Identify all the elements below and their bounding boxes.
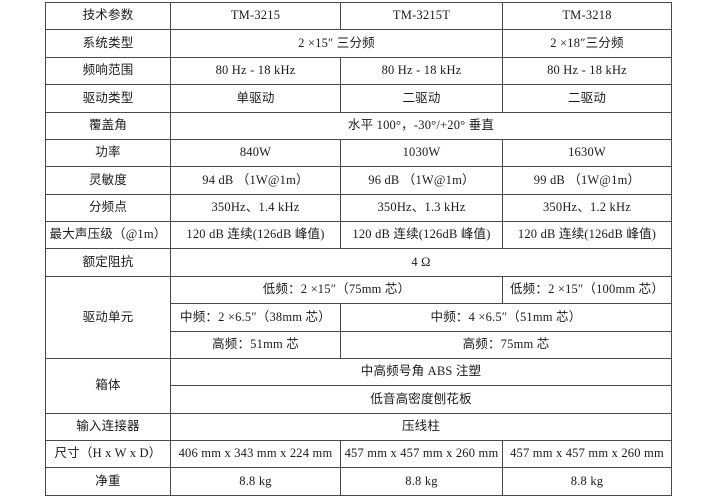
dimensions-tm3218: 457 mm x 457 mm x 260 mm (502, 439, 672, 469)
coverage-angle-value: 水平 100°，-30°/+20° 垂直 (170, 111, 672, 140)
dimensions-tm3215: 406 mm x 343 mm x 224 mm (170, 439, 341, 469)
max-spl-tm3215: 120 dB 连续(126dB 峰值) (170, 220, 341, 250)
sensitivity-tm3215: 94 dB （1W@1m） (170, 166, 341, 195)
table-row-driver-high: 高频：51mm 芯 高频：75mm 芯 (46, 330, 672, 359)
driver-mid-right: 中频：4 ×6.5″（51mm 芯） (340, 303, 672, 332)
freq-tm3218: 80 Hz - 18 kHz (502, 56, 672, 86)
max-spl-tm3218: 120 dB 连续(126dB 峰值) (502, 220, 672, 250)
table-row-header: 技术参数 TM-3215 TM-3215T TM-3218 (45, 1, 672, 31)
driver-mid-left: 中频：2 ×6.5″（38mm 芯） (170, 303, 341, 332)
cabinet-material-box: 低音高密度刨花板 (170, 385, 672, 414)
row-label-parameter: 技术参数 (45, 1, 171, 31)
table-row-input-connector: 输入连接器 压线柱 (45, 412, 672, 442)
row-label-cabinet: 箱体 (45, 357, 171, 414)
driver-high-left: 高频：51mm 芯 (170, 330, 341, 359)
crossover-tm3218: 350Hz、1.2 kHz (502, 193, 672, 223)
drive-tm3215t: 二驱动 (340, 84, 503, 113)
freq-tm3215: 80 Hz - 18 kHz (170, 56, 341, 86)
spec-sheet: 技术参数 TM-3215 TM-3215T TM-3218 系统类型 2 ×15… (45, 1, 672, 496)
table-row-power: 功率 840W 1030W 1630W (45, 138, 672, 168)
table-row-dimensions: 尺寸（H x W x D） 406 mm x 343 mm x 224 mm 4… (45, 439, 672, 469)
table-row-crossover: 分频点 350Hz、1.4 kHz 350Hz、1.3 kHz 350Hz、1.… (45, 193, 672, 223)
row-label-coverage-angle: 覆盖角 (45, 111, 171, 140)
row-label-max-spl: 最大声压级（@1m） (45, 220, 171, 250)
system-type-right: 2 ×18″三分频 (502, 29, 672, 58)
row-label-sensitivity: 灵敏度 (45, 166, 171, 195)
row-label-system-type: 系统类型 (45, 29, 171, 58)
table-row-system-type: 系统类型 2 ×15″ 三分频 2 ×18″三分频 (45, 29, 672, 58)
power-tm3215: 840W (170, 138, 341, 168)
freq-tm3215t: 80 Hz - 18 kHz (340, 56, 503, 86)
model-tm3218: TM-3218 (502, 1, 672, 31)
table-row-drive-type: 驱动类型 单驱动 二驱动 二驱动 (45, 84, 672, 113)
power-tm3218: 1630W (502, 138, 672, 168)
table-row-cabinet-line1: 箱体 中高频号角 ABS 注塑 (45, 357, 672, 414)
table-row-coverage-angle: 覆盖角 水平 100°，-30°/+20° 垂直 (45, 111, 672, 140)
weight-tm3215: 8.8 kg (170, 467, 341, 496)
row-label-impedance: 额定阻抗 (45, 248, 171, 277)
driver-high-right: 高频：75mm 芯 (340, 330, 672, 359)
weight-tm3218: 8.8 kg (502, 467, 672, 496)
input-connector-value: 压线柱 (170, 412, 672, 442)
table-row-frequency-response: 频响范围 80 Hz - 18 kHz 80 Hz - 18 kHz 80 Hz… (45, 56, 672, 86)
driver-low-left: 低频：2 ×15″（75mm 芯） (170, 275, 503, 305)
cabinet-material-horn: 中高频号角 ABS 注塑 (170, 357, 672, 387)
crossover-tm3215: 350Hz、1.4 kHz (170, 193, 341, 223)
system-type-left: 2 ×15″ 三分频 (170, 29, 503, 58)
sensitivity-tm3218: 99 dB （1W@1m） (502, 166, 672, 195)
table-row-driver-mid: 中频：2 ×6.5″（38mm 芯） 中频：4 ×6.5″（51mm 芯） (46, 303, 672, 332)
dimensions-tm3215t: 457 mm x 457 mm x 260 mm (340, 439, 503, 469)
row-label-net-weight: 净重 (45, 467, 171, 496)
sensitivity-tm3215t: 96 dB （1W@1m） (340, 166, 503, 195)
speaker-spec-table: 技术参数 TM-3215 TM-3215T TM-3218 系统类型 2 ×15… (45, 1, 672, 496)
max-spl-tm3215t: 120 dB 连续(126dB 峰值) (340, 220, 503, 250)
weight-tm3215t: 8.8 kg (340, 467, 503, 496)
model-tm3215t: TM-3215T (340, 1, 503, 31)
drive-tm3215: 单驱动 (170, 84, 341, 113)
driver-low-right: 低频：2 ×15″（100mm 芯） (502, 275, 672, 305)
power-tm3215t: 1030W (340, 138, 503, 168)
row-label-driver-unit: 驱动单元 (45, 275, 171, 359)
row-label-crossover: 分频点 (45, 193, 171, 223)
crossover-tm3215t: 350Hz、1.3 kHz (340, 193, 503, 223)
row-label-input-connector: 输入连接器 (45, 412, 171, 442)
table-row-sensitivity: 灵敏度 94 dB （1W@1m） 96 dB （1W@1m） 99 dB （1… (45, 166, 672, 195)
drive-tm3218: 二驱动 (502, 84, 672, 113)
model-tm3215: TM-3215 (170, 1, 341, 31)
table-row-driver-low: 驱动单元 低频：2 ×15″（75mm 芯） 低频：2 ×15″（100mm 芯… (45, 275, 672, 359)
table-row-max-spl: 最大声压级（@1m） 120 dB 连续(126dB 峰值) 120 dB 连续… (45, 220, 672, 250)
row-label-power: 功率 (45, 138, 171, 168)
table-row-net-weight: 净重 8.8 kg 8.8 kg 8.8 kg (45, 467, 672, 496)
impedance-value: 4 Ω (170, 248, 672, 277)
table-row-impedance: 额定阻抗 4 Ω (45, 248, 672, 277)
row-label-drive-type: 驱动类型 (45, 84, 171, 113)
row-label-dimensions: 尺寸（H x W x D） (45, 439, 171, 469)
row-label-frequency-response: 频响范围 (45, 56, 171, 86)
